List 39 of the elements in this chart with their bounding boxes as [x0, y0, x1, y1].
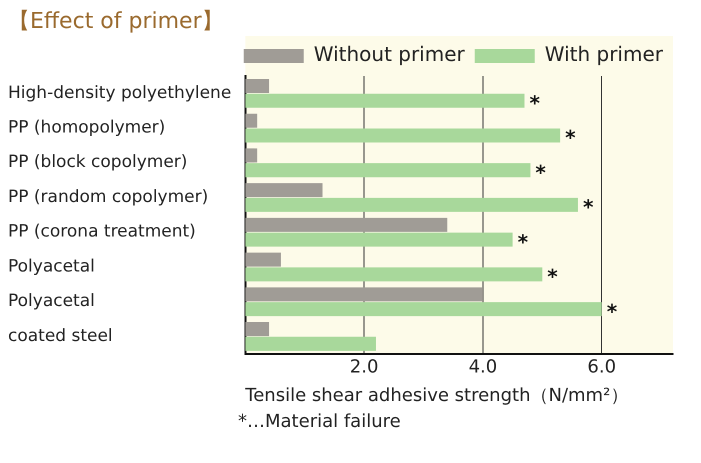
- y-tick-label: Polyacetal: [8, 256, 95, 276]
- bar: [245, 163, 530, 178]
- legend-label: Without primer: [314, 42, 466, 66]
- x-axis-title: Tensile shear adhesive strength（N/mm²）: [244, 384, 628, 406]
- annotation: *: [518, 230, 529, 254]
- bar: [245, 232, 513, 247]
- bar: [245, 287, 483, 302]
- bar: [245, 183, 323, 198]
- bar: [245, 322, 270, 336]
- annotation: *: [582, 195, 594, 220]
- y-tick-label: PP (homopolymer): [8, 118, 166, 138]
- annotation: *: [606, 299, 618, 324]
- chart-title: 【Effect of primer】: [8, 8, 225, 36]
- bar: [245, 336, 376, 351]
- bar: [245, 252, 281, 267]
- y-tick-label: PP (block copolymer): [8, 152, 188, 172]
- y-tick-label: Polyacetal: [8, 291, 95, 312]
- bar: [245, 218, 448, 232]
- bar: [245, 148, 258, 162]
- y-tick-label: coated steel: [8, 326, 113, 346]
- bar: [245, 114, 258, 128]
- x-tick-label: 2.0: [350, 356, 378, 378]
- annotation: *: [565, 126, 576, 150]
- text: *…Material failure: [237, 411, 402, 432]
- y-tick-label: PP (corona treatment): [8, 222, 196, 242]
- annotation: *: [529, 90, 540, 115]
- bar: [245, 128, 560, 142]
- annotation: *: [547, 264, 558, 289]
- x-tick-label: 4.0: [468, 356, 498, 378]
- x-tick-label: 6.0: [587, 356, 616, 378]
- legend-label: With primer: [544, 42, 664, 66]
- y-tick-label: PP (random copolymer): [8, 186, 208, 207]
- bar: [245, 267, 542, 282]
- bar: [245, 302, 602, 316]
- bar: [245, 78, 270, 93]
- bar: [245, 198, 578, 212]
- bar: [245, 94, 524, 108]
- annotation: *: [535, 160, 546, 184]
- y-tick-label: High-density polyethylene: [8, 82, 232, 103]
